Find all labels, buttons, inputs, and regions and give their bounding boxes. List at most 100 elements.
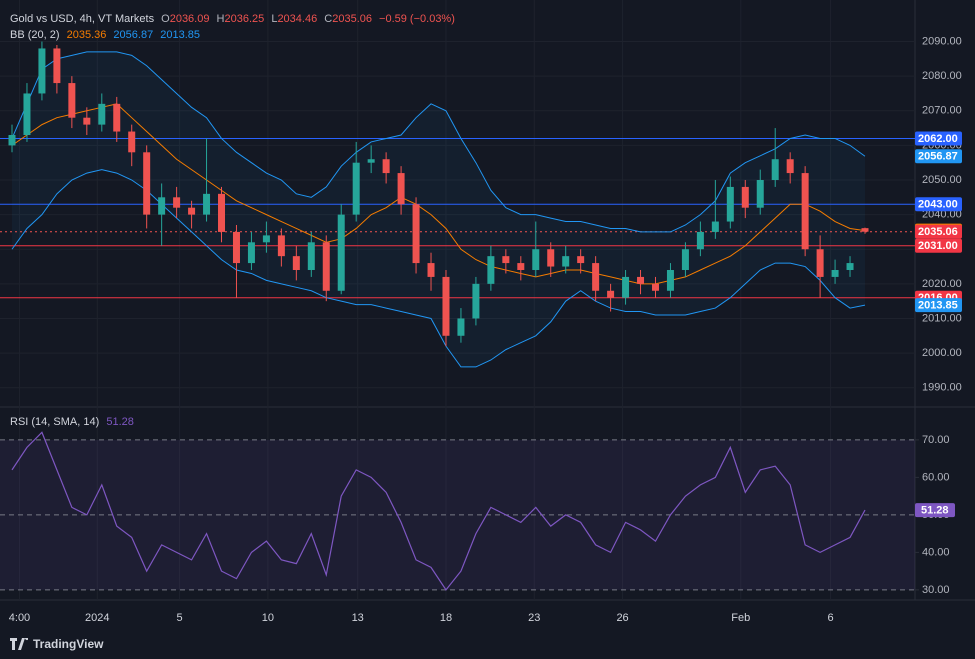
y-tick-label: 40.00 <box>922 546 950 558</box>
price-label: 2043.00 <box>918 199 958 211</box>
candle-body <box>472 283 480 319</box>
legend-title: RSI (14, SMA, 14) <box>10 416 100 428</box>
band-fill <box>12 51 865 367</box>
y-tick-label: 60.00 <box>922 471 950 483</box>
candle-body <box>262 235 270 243</box>
candle-body <box>128 131 136 153</box>
legend-title: BB (20, 2) <box>10 29 60 41</box>
candle-body <box>38 48 46 94</box>
x-tick-label: 26 <box>616 612 628 624</box>
candle-body <box>337 214 345 291</box>
change: −0.59 (−0.03%) <box>379 13 455 25</box>
x-tick-label: 4:00 <box>9 612 30 624</box>
price-label-box <box>915 298 962 313</box>
candle-body <box>277 235 285 257</box>
legend-value: 2035.36 <box>66 29 107 41</box>
rsi-label: 51.28 <box>921 504 949 516</box>
ohlc-key: H <box>216 13 225 25</box>
ohlc-key: L <box>271 13 278 25</box>
y-tick-label: 2090.00 <box>922 35 962 47</box>
price-label-box <box>915 197 962 212</box>
x-tick-label: Feb <box>731 612 750 624</box>
symbol-title: Gold vs USD, 4h, VT Markets <box>10 13 155 25</box>
legend-value: 2013.85 <box>160 29 201 41</box>
candle-body <box>247 242 255 264</box>
bb-line <box>11 51 866 233</box>
candle-body <box>771 159 779 180</box>
candle-body <box>218 193 226 232</box>
candle-body <box>861 228 869 232</box>
y-tick-label: 30.00 <box>922 584 950 596</box>
ohlc-key: C <box>324 13 333 25</box>
footer: TradingView <box>10 637 103 651</box>
candle-body <box>577 256 585 264</box>
ohlc-key: O <box>161 13 170 25</box>
candle-body <box>831 270 839 277</box>
y-tick-label: 2070.00 <box>922 105 962 117</box>
candle-body <box>53 48 61 84</box>
candle-body <box>756 180 764 208</box>
candle-body <box>786 159 794 174</box>
candle-body <box>158 197 166 215</box>
x-tick-label: 23 <box>528 612 540 624</box>
y-tick-label: 2020.00 <box>922 278 962 290</box>
candle-body <box>681 249 689 270</box>
x-tick-label: 2024 <box>85 612 109 624</box>
candle-body <box>846 263 854 270</box>
candle-body <box>232 231 240 264</box>
candle-body <box>651 283 659 291</box>
y-tick-label: 2040.00 <box>922 209 962 221</box>
y-tick-label: 2050.00 <box>922 174 962 186</box>
price-label: 2013.85 <box>918 300 958 312</box>
candle-body <box>98 103 106 125</box>
price-label: 2035.06 <box>918 226 958 238</box>
y-tick-label: 1990.00 <box>922 382 962 394</box>
candle-body <box>711 221 719 232</box>
brand: TradingView <box>33 637 104 651</box>
price-label: 2056.87 <box>918 151 958 163</box>
candle-body <box>801 173 809 250</box>
candle-body <box>143 152 151 215</box>
candle-body <box>607 290 615 298</box>
x-tick-label: 10 <box>262 612 274 624</box>
candle-body <box>352 162 360 215</box>
x-tick-label: 18 <box>440 612 452 624</box>
legend-value: 2056.87 <box>113 29 154 41</box>
candle-body <box>203 193 211 215</box>
price-label-box <box>915 131 962 146</box>
candle-body <box>173 197 181 208</box>
price-label: 2062.00 <box>918 133 958 145</box>
price-label-box <box>915 149 962 164</box>
candle-body <box>457 318 465 336</box>
legend-value: 51.28 <box>106 416 134 428</box>
x-tick-label: 6 <box>828 612 834 624</box>
candle-body <box>622 276 630 298</box>
candle-body <box>502 256 510 264</box>
candle-body <box>113 103 121 132</box>
candle-body <box>637 276 645 284</box>
candle-body <box>397 173 405 205</box>
candle-body <box>547 249 555 267</box>
candle-body <box>562 256 570 267</box>
candle-body <box>322 242 330 291</box>
x-tick-label: 5 <box>177 612 183 624</box>
price-label: 2031.00 <box>918 240 958 252</box>
candle-body <box>816 249 824 277</box>
candle-body <box>307 242 315 270</box>
candle-body <box>83 117 91 125</box>
candle-body <box>696 231 704 250</box>
candle-body <box>726 186 734 222</box>
candle-body <box>292 256 300 270</box>
ohlc-value: 2036.25 <box>224 13 265 25</box>
ohlc-value: 2034.46 <box>277 13 318 25</box>
bb-line <box>11 169 866 368</box>
rsi-legend: RSI (14, SMA, 14) 51.28 <box>10 416 138 428</box>
price-label-box <box>915 238 962 253</box>
candle-body <box>442 276 450 336</box>
candle-body <box>8 135 16 146</box>
candle-body <box>666 270 674 291</box>
logo <box>10 638 28 650</box>
candle-body <box>23 93 31 135</box>
